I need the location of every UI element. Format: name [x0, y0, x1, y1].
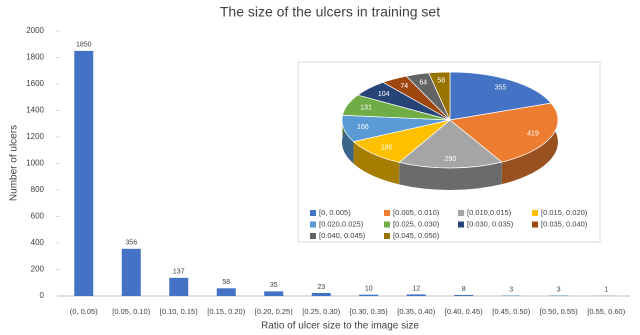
legend-swatch: [532, 210, 538, 216]
bar: [121, 248, 141, 296]
pie-slice: [428, 71, 451, 121]
x-tick-label: [0.40, 0.45): [445, 307, 483, 316]
legend-swatch: [384, 221, 390, 228]
legend-swatch: [532, 221, 538, 228]
y-tick-label: 1400: [26, 106, 44, 115]
pie-side: [399, 162, 502, 190]
legend-swatch: [384, 210, 390, 216]
x-tick-label: [0.35, 0.40): [397, 307, 435, 316]
y-tick-label: 1200: [26, 132, 44, 141]
y-tick-label: 1800: [26, 53, 44, 62]
x-tick-label: [0.45, 0.50): [492, 307, 530, 316]
pie-side: [353, 141, 400, 185]
legend-label: [0.010,0.015): [467, 208, 512, 217]
data-label: 12: [412, 285, 420, 292]
data-label: 355: [495, 84, 507, 91]
bar: [264, 291, 284, 296]
data-label: 35: [270, 282, 278, 289]
data-label: 166: [357, 124, 369, 131]
data-label: 290: [445, 156, 457, 163]
legend-swatch: [384, 233, 390, 239]
chart-title: The size of the ulcers in training set: [220, 4, 440, 20]
x-tick-label: [0.30, 0.35): [350, 307, 388, 316]
x-tick-label: [0.25, 0.30): [302, 307, 340, 316]
y-axis-title: Number of ulcers: [9, 125, 20, 201]
legend-swatch: [310, 233, 316, 239]
data-label: 356: [125, 240, 137, 247]
y-tick-label: 2000: [26, 26, 44, 35]
data-label: 10: [365, 286, 373, 293]
data-label: 419: [527, 131, 539, 138]
x-tick-label: [0.50, 0.55): [540, 307, 578, 316]
data-label: 104: [378, 91, 390, 98]
data-label: 1: [604, 287, 608, 294]
bar: [311, 292, 331, 296]
legend-label: [0.035, 0.040): [541, 219, 588, 228]
bar: [454, 294, 474, 296]
legend-label: [0.040, 0.045): [319, 231, 366, 240]
y-tick-label: 0: [40, 291, 45, 300]
data-label: 3: [557, 286, 561, 293]
data-label: 23: [317, 284, 325, 291]
data-label: 8: [462, 286, 466, 293]
legend-swatch: [458, 221, 464, 228]
bar: [359, 294, 379, 296]
legend-label: [0.045, 0.050): [393, 231, 440, 240]
x-tick-label: [0.10, 0.15): [160, 307, 198, 316]
legend-swatch: [310, 210, 316, 216]
y-tick-label: 200: [31, 265, 45, 274]
data-label: 1850: [76, 42, 92, 49]
x-tick-label: (0, 0.05): [70, 307, 98, 316]
y-tick-label: 400: [31, 238, 45, 247]
pie-slice: [449, 71, 552, 121]
data-label: 74: [400, 83, 408, 90]
legend-label: [0.005, 0.010): [393, 208, 440, 217]
data-label: 180: [381, 144, 393, 151]
data-label: 64: [419, 79, 427, 86]
data-label: 58: [222, 279, 230, 286]
x-tick-label: [0.15, 0.20): [207, 307, 245, 316]
pie-side: [501, 103, 558, 185]
y-tick-label: 1000: [26, 159, 44, 168]
pie-side: [342, 115, 354, 164]
bar: [406, 294, 426, 296]
pie-slice: [449, 102, 559, 163]
bar: [169, 277, 189, 296]
legend-label: [0, 0.005): [319, 208, 351, 217]
legend-swatch: [458, 210, 464, 216]
y-tick-label: 1600: [26, 79, 44, 88]
legend-label: [0.015, 0.020): [541, 208, 588, 217]
x-tick-label: [0.20, 0.25): [255, 307, 293, 316]
legend-label: [0.030, 0.035): [467, 219, 514, 228]
y-tick-label: 800: [31, 185, 45, 194]
legend-label: [0.025, 0.030): [393, 219, 440, 228]
x-tick-label: [0.05, 0.10): [112, 307, 150, 316]
bar: [216, 288, 236, 296]
bar: [74, 50, 94, 296]
x-tick-label: [0.55, 0.60): [587, 307, 625, 316]
data-label: 58: [437, 78, 445, 85]
pie-slice: [398, 119, 503, 169]
data-label: 131: [360, 104, 372, 111]
x-axis-title: Ratio of ulcer size to the image size: [261, 321, 419, 332]
legend-label: [0.020,0.025): [319, 219, 364, 228]
data-label: 137: [173, 269, 185, 276]
data-label: 3: [509, 286, 513, 293]
y-tick-label: 600: [31, 212, 45, 221]
legend-swatch: [310, 221, 316, 228]
